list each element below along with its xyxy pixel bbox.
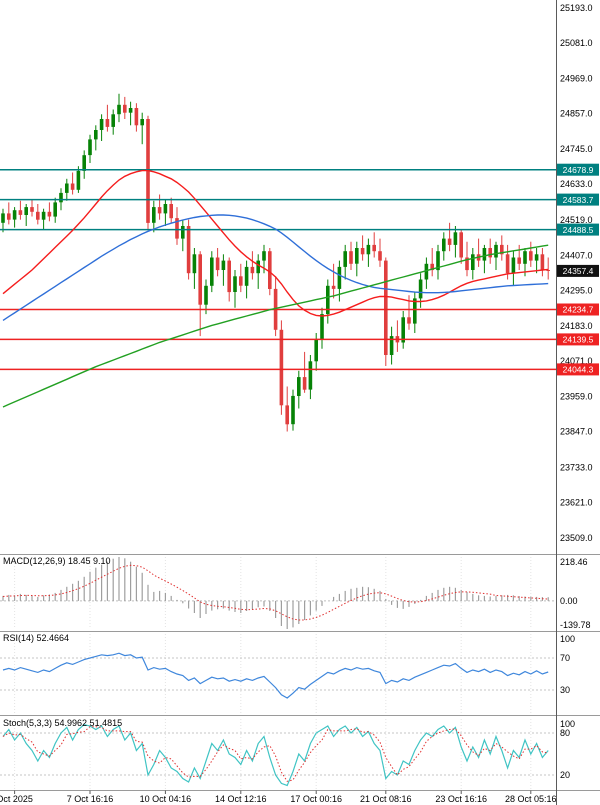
price-axis-label: 25193.0 [560, 3, 593, 13]
price-axis-label: 23509.0 [560, 533, 593, 543]
svg-text:24678.9: 24678.9 [563, 165, 594, 175]
svg-text:24357.4: 24357.4 [563, 266, 594, 276]
price-axis-label: 24071.0 [560, 356, 593, 366]
time-axis-label: 28 Oct 05:16 [505, 794, 557, 804]
price-axis-label: 23847.0 [560, 427, 593, 437]
time-axis-label: 10 Oct 04:16 [140, 794, 192, 804]
svg-text:70: 70 [560, 653, 570, 663]
price-axis-label: 24857.0 [560, 109, 593, 119]
svg-text:24488.5: 24488.5 [563, 225, 594, 235]
price-axis-label: 24183.0 [560, 321, 593, 331]
svg-text:100: 100 [560, 634, 575, 644]
price-badge [557, 333, 599, 346]
price-badge [557, 163, 599, 176]
moving-averages [2, 169, 549, 408]
price-badge [557, 193, 599, 206]
price-badge [557, 363, 599, 376]
price-badge [557, 303, 599, 316]
price-axis: 25193.0 25081.0 24969.0 24857.0 24745.0 24633… [557, 3, 599, 543]
price-axis-label: 24745.0 [560, 144, 593, 154]
price-badge [557, 264, 599, 277]
horizontal-levels [0, 168, 556, 371]
candlesticks [1, 93, 550, 432]
rsi-panel: 100 70 30 [0, 634, 575, 714]
price-axis-label: 24519.0 [560, 215, 593, 225]
svg-text:20: 20 [560, 770, 570, 780]
time-axis-label: 14 Oct 12:16 [215, 794, 267, 804]
rsi-line [2, 652, 549, 699]
svg-text:100: 100 [560, 719, 575, 729]
svg-text:24234.7: 24234.7 [563, 305, 594, 315]
time-axis-label: 23 Oct 16:16 [435, 794, 487, 804]
ma-slow-green [2, 244, 549, 408]
macd-panel: 218.46 0.00 -139.78 [0, 557, 591, 630]
ma-fast-red [2, 169, 549, 317]
stoch-k-line [2, 723, 549, 787]
macd-indicator-label: MACD(12,26,9) 18.45 9.10 [3, 556, 111, 566]
rsi-indicator-label: RSI(14) 52.4664 [3, 633, 70, 643]
svg-text:80: 80 [560, 728, 570, 738]
price-axis-label: 23959.0 [560, 391, 593, 401]
svg-text:24044.3: 24044.3 [563, 365, 594, 375]
svg-text:24139.5: 24139.5 [563, 335, 594, 345]
svg-text:218.46: 218.46 [560, 557, 588, 567]
stoch-d-line [2, 726, 549, 782]
time-axis-label: 7 Oct 16:16 [67, 794, 114, 804]
price-axis-label: 24295.0 [560, 286, 593, 296]
price-axis-label: 24407.0 [560, 250, 593, 260]
svg-text:24583.7: 24583.7 [563, 195, 594, 205]
svg-text:0.00: 0.00 [560, 596, 578, 606]
price-badge [557, 223, 599, 236]
stoch-indicator-label: Stoch(5,3,3) 54.9962 51.4815 [3, 718, 123, 728]
price-axis-label: 23621.0 [560, 498, 593, 508]
price-axis-label: 25081.0 [560, 38, 593, 48]
price-axis-label: 23733.0 [560, 462, 593, 472]
time-axis-label: Oct 2025 [0, 794, 33, 804]
time-axis-label: 17 Oct 00:16 [290, 794, 342, 804]
price-axis-label: 24633.0 [560, 179, 593, 189]
ma-medium-blue [2, 214, 549, 321]
time-axis-label: 21 Oct 08:16 [360, 794, 412, 804]
svg-text:-139.78: -139.78 [560, 620, 591, 630]
time-axis: Oct 2025 7 Oct 16:16 10 Oct 04:16 14 Oct 12… [0, 790, 557, 804]
price-axis-label: 24969.0 [560, 73, 593, 83]
svg-text:30: 30 [560, 685, 570, 695]
